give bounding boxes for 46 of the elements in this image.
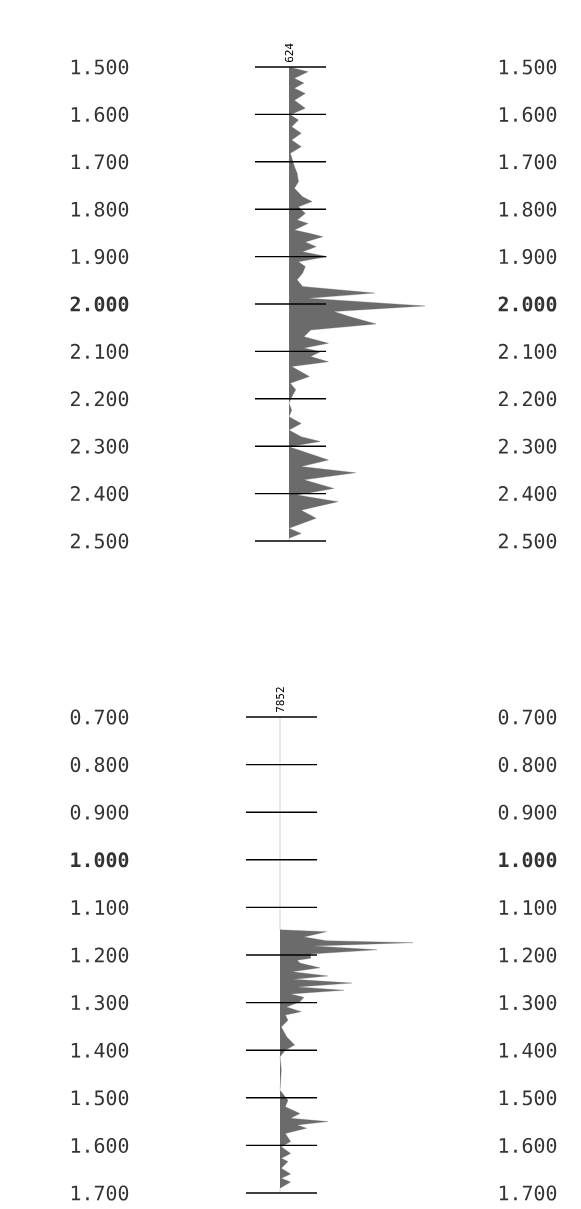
y2-tick-label: 1.500 <box>499 1090 557 1106</box>
y-tick-label: 1.700 <box>71 154 129 170</box>
y-tick-label: 1.100 <box>71 899 129 915</box>
y-tick-label: 1.500 <box>71 1090 129 1106</box>
y-tick-label: 0.900 <box>70 804 129 820</box>
y-tick-label: 1.600 <box>71 106 129 122</box>
y-tick-label: 2.400 <box>70 486 129 502</box>
y2-tick-label: 1.100 <box>499 899 557 915</box>
y-tick-label: 1.300 <box>71 995 129 1011</box>
y2-tick-label: 1.400 <box>499 1042 557 1058</box>
y2-tick-label: 2.300 <box>498 438 557 454</box>
y-tick-label: 1.700 <box>71 1185 129 1201</box>
y-tick-label: 1.200 <box>71 947 129 963</box>
y2-tick-label: 1.000 <box>499 852 557 868</box>
y-tick-label: 1.500 <box>71 59 129 75</box>
y2-tick-label: 2.400 <box>498 486 557 502</box>
y-tick-label: 0.800 <box>70 757 129 773</box>
y2-tick-label: 0.800 <box>498 757 557 773</box>
y-tick-label: 1.400 <box>71 1042 129 1058</box>
y2-tick-label: 1.700 <box>499 154 557 170</box>
y-tick-label: 1.800 <box>71 201 129 217</box>
y2-tick-label: 2.000 <box>498 296 557 312</box>
y-tick-label: 1.000 <box>71 852 129 868</box>
y-tick-label: 2.300 <box>70 438 129 454</box>
y2-tick-label: 1.200 <box>499 947 557 963</box>
y-tick-label: 1.600 <box>71 1137 129 1153</box>
y2-tick-label: 2.100 <box>498 343 557 359</box>
y-tick-label: 2.500 <box>70 533 129 549</box>
y2-tick-label: 0.700 <box>498 709 557 725</box>
y2-tick-label: 2.500 <box>498 533 557 549</box>
y2-tick-label: 1.800 <box>499 201 557 217</box>
y-tick-label: 2.200 <box>70 391 129 407</box>
y2-tick-label: 1.600 <box>499 106 557 122</box>
y2-tick-label: 2.200 <box>498 391 557 407</box>
y2-tick-label: 1.300 <box>499 995 557 1011</box>
y2-tick-label: 1.900 <box>499 249 557 265</box>
y-tick-label: 2.000 <box>70 296 129 312</box>
y2-tick-label: 0.900 <box>498 804 557 820</box>
y-tick-label: 1.900 <box>71 249 129 265</box>
y-tick-label: 2.100 <box>70 343 129 359</box>
y2-tick-label: 1.600 <box>499 1137 557 1153</box>
chart-title: 624 <box>284 43 294 63</box>
y-tick-label: 0.700 <box>70 709 129 725</box>
y2-tick-label: 1.700 <box>499 1185 557 1201</box>
y2-tick-label: 1.500 <box>499 59 557 75</box>
chart-title: 7852 <box>275 687 285 713</box>
